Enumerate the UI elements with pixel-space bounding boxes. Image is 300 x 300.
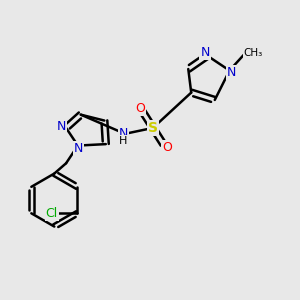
Text: N: N xyxy=(227,66,236,80)
Text: S: S xyxy=(148,121,158,135)
Text: N: N xyxy=(200,46,210,59)
Text: O: O xyxy=(162,141,172,154)
Text: N: N xyxy=(119,127,128,140)
Text: CH₃: CH₃ xyxy=(243,48,263,58)
Text: N: N xyxy=(74,142,83,155)
Text: Cl: Cl xyxy=(46,207,58,220)
Text: H: H xyxy=(119,136,128,146)
Text: N: N xyxy=(57,120,66,133)
Text: O: O xyxy=(135,102,145,115)
